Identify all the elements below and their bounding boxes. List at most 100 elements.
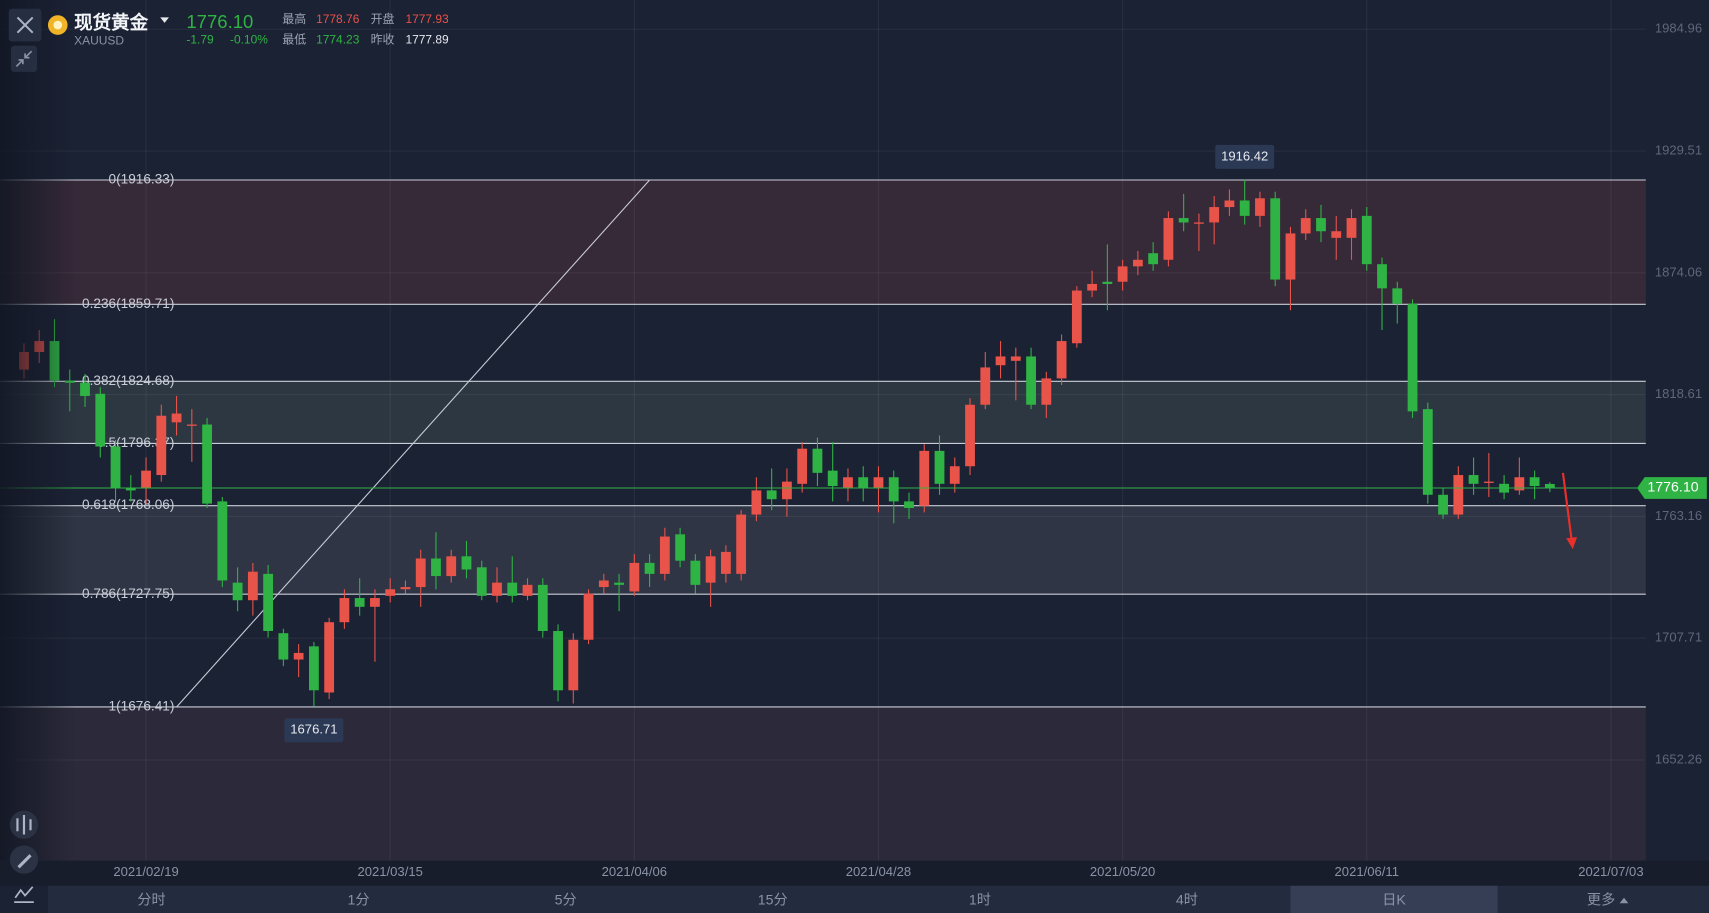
candle-body	[354, 598, 365, 607]
tool-icon[interactable]	[14, 886, 34, 903]
candle-body	[293, 652, 304, 660]
candle-body	[385, 589, 396, 596]
fib-zone	[0, 505, 1646, 595]
tool-bg[interactable]	[9, 845, 39, 874]
candle-body	[415, 558, 426, 588]
candle-body	[995, 356, 1006, 366]
left-fade	[0, 0, 77, 861]
stat-value: 1774.23	[316, 32, 360, 46]
candle-body	[1483, 481, 1494, 483]
candle-body	[1041, 378, 1052, 405]
candle-body	[1514, 477, 1525, 491]
candle-body	[1010, 356, 1021, 361]
candle-body	[1239, 200, 1250, 216]
price-tag-bg	[1637, 477, 1707, 499]
candle-body	[827, 470, 838, 487]
period-tab[interactable]: 1分	[348, 893, 370, 909]
candle-body	[141, 470, 151, 489]
candle-body	[339, 598, 350, 623]
stat-label: 最低	[282, 32, 306, 46]
instrument-name[interactable]: 现货黄金	[74, 12, 149, 33]
period-label[interactable]: 1时	[969, 893, 991, 909]
tool-icon[interactable]	[16, 814, 32, 835]
period-label[interactable]: 4时	[1176, 893, 1198, 909]
candle-body	[675, 534, 686, 561]
candle-body	[1178, 218, 1189, 223]
draw-button[interactable]	[9, 845, 39, 874]
candle-body	[1087, 283, 1098, 291]
fib-zone	[0, 594, 1646, 707]
fib-zone	[0, 179, 1646, 305]
price-labels: 1652.26 1707.71 1763.16 1818.61 1874.06 1929.…	[0, 21, 1707, 879]
fib-zone	[0, 443, 1646, 505]
period-label[interactable]: 分时	[137, 893, 165, 909]
period-tab[interactable]: 更多	[1587, 892, 1629, 909]
candle-body	[644, 562, 655, 574]
fib-label: 0.382(1824.68)	[82, 373, 174, 388]
extreme-label: 1676.71	[290, 722, 337, 737]
period-label[interactable]: 15分	[758, 893, 788, 909]
candle-body	[1377, 264, 1387, 289]
period-label[interactable]: 更多	[1587, 892, 1615, 909]
candle-body	[171, 413, 182, 423]
period-tab[interactable]: 分时	[137, 893, 165, 909]
y-tick-label: 1984.96	[1655, 21, 1702, 36]
close-button[interactable]	[8, 8, 42, 42]
stat-label: 昨收	[371, 32, 395, 46]
indicator-button[interactable]	[14, 886, 34, 903]
candle-body	[904, 501, 914, 508]
period-tab[interactable]: 日K	[1290, 885, 1498, 913]
shrink-icon[interactable]	[15, 50, 33, 68]
fib-zone	[0, 381, 1646, 444]
more-caret[interactable]	[1619, 897, 1629, 904]
candle-body	[308, 646, 319, 691]
period-tab[interactable]: 1时	[969, 893, 991, 909]
period-tab[interactable]: 4时	[1176, 893, 1198, 909]
fib-label: 0.786(1727.75)	[82, 586, 174, 601]
candle-body	[1331, 231, 1342, 238]
stats: 最高 1778.76 开盘 1777.93 最低 1774.23 昨收 1777.89	[282, 11, 449, 47]
candle-body	[95, 393, 106, 447]
x-tick-label: 2021/02/19	[113, 864, 178, 879]
candle-body	[370, 598, 380, 607]
y-tick-label: 1763.16	[1655, 508, 1702, 523]
chart-type-button[interactable]	[9, 810, 39, 839]
candle-body	[690, 560, 701, 585]
price-change: -1.79	[186, 32, 214, 46]
y-tick-label: 1874.06	[1655, 264, 1702, 279]
dropdown-caret[interactable]	[160, 17, 169, 23]
candle-body	[858, 477, 869, 489]
x-tick-label: 2021/07/03	[1578, 864, 1643, 879]
candle-body	[1392, 288, 1403, 304]
close-icon[interactable]	[16, 16, 34, 34]
candle-body	[232, 582, 243, 601]
candle-body	[1453, 475, 1464, 515]
candle-body	[934, 450, 945, 484]
shrink-button[interactable]	[10, 45, 38, 72]
candle-body	[1255, 198, 1265, 216]
candle-body	[80, 382, 90, 396]
shrink-bg[interactable]	[10, 45, 38, 72]
candle-body	[202, 424, 212, 504]
period-label[interactable]: 1分	[348, 893, 370, 909]
period-tab[interactable]: 5分	[555, 893, 577, 909]
fib-label: 0(1916.33)	[109, 172, 175, 187]
extreme-box	[284, 718, 344, 743]
candle-body	[751, 490, 762, 515]
stat-value: 1777.93	[405, 12, 449, 26]
candle-body	[720, 551, 731, 574]
candle-body	[324, 622, 335, 693]
period-label[interactable]: 5分	[555, 893, 577, 909]
period-selected[interactable]	[1290, 885, 1498, 913]
tool-icon[interactable]	[17, 854, 32, 869]
candle-body	[1346, 218, 1357, 238]
period-tab[interactable]: 15分	[758, 893, 788, 909]
stat-label: 最高	[282, 11, 306, 26]
fib-label: 0.236(1859.71)	[82, 296, 174, 311]
candle-body	[217, 501, 228, 581]
period-label[interactable]: 日K	[1382, 893, 1406, 909]
fib-label: 1(1676.41)	[109, 699, 175, 714]
candle-body	[446, 556, 457, 577]
candle-body	[263, 573, 274, 631]
candle-body	[736, 514, 747, 574]
